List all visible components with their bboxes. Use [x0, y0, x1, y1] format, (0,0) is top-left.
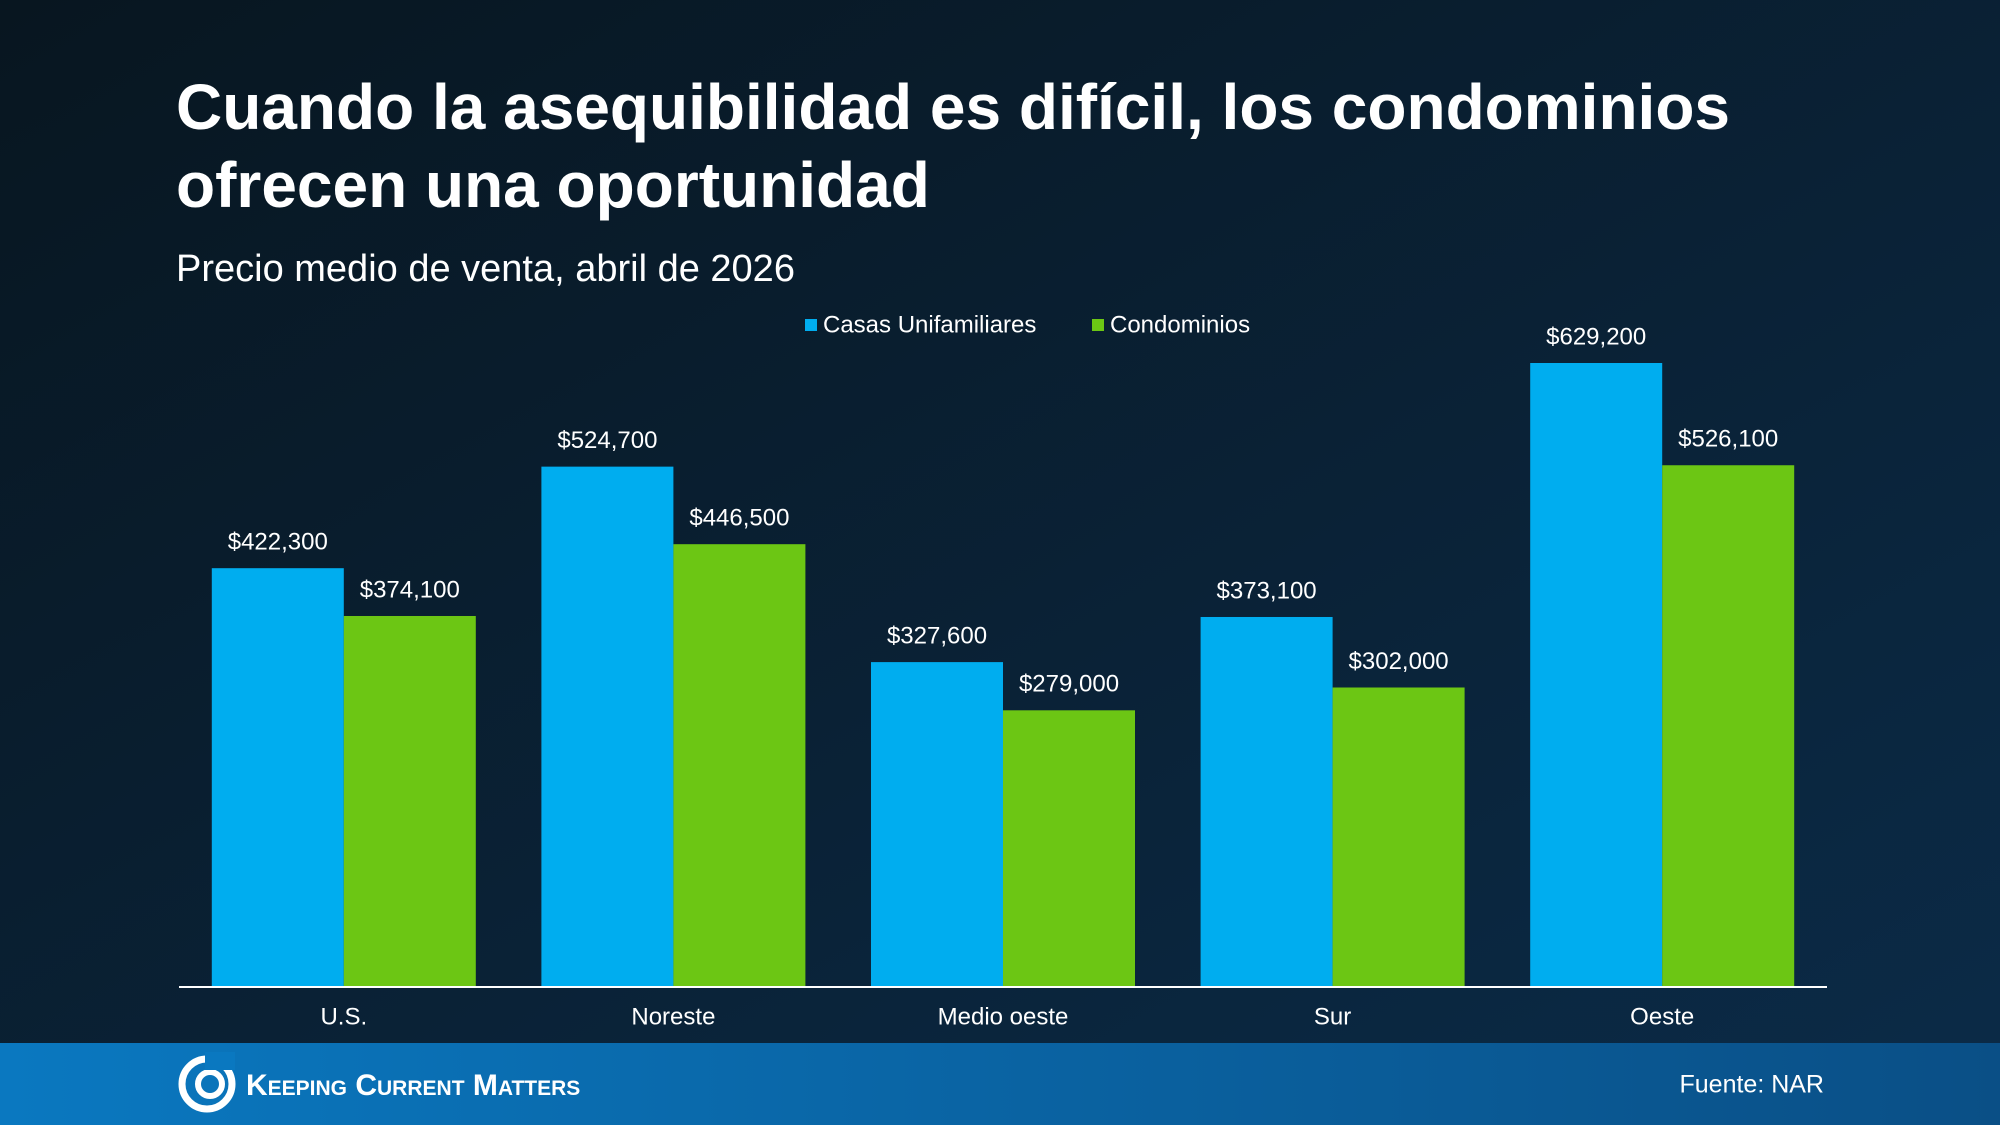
- bar: [343, 615, 476, 987]
- bar: [1530, 363, 1663, 987]
- x-tick-label: U.S.: [320, 1003, 367, 1030]
- legend-swatch: [805, 319, 817, 331]
- value-label: $302,000: [1349, 648, 1449, 675]
- logo-icon: [178, 1052, 236, 1113]
- x-tick-label: Oeste: [1630, 1003, 1694, 1030]
- bar: [673, 544, 806, 987]
- x-tick-label: Medio oeste: [938, 1003, 1069, 1030]
- bar: [211, 568, 344, 987]
- bar: [1003, 710, 1135, 987]
- x-tick-label: Sur: [1314, 1003, 1351, 1030]
- bar: [1662, 465, 1795, 987]
- value-label: $524,700: [557, 427, 657, 454]
- chart-title: ofrecen una oportunidad: [176, 149, 930, 221]
- value-label: $446,500: [689, 505, 789, 532]
- legend-label: Casas Unifamiliares: [823, 311, 1036, 338]
- value-label: $422,300: [228, 529, 328, 556]
- bar: [871, 662, 1003, 987]
- value-label: $327,600: [887, 622, 987, 649]
- source: Fuente: NAR: [1679, 1071, 1824, 1099]
- brand: Keeping Current Matters: [246, 1069, 580, 1102]
- value-label: $279,000: [1019, 671, 1119, 698]
- chart-title: Cuando la asequibilidad es difícil, los …: [176, 71, 1730, 143]
- value-label: $374,100: [360, 576, 460, 603]
- legend-label: Condominios: [1110, 311, 1250, 338]
- bar: [541, 466, 674, 987]
- bar: [1200, 616, 1333, 987]
- footer: [0, 1043, 2000, 1125]
- value-label: $629,200: [1546, 323, 1646, 350]
- chart-subtitle: Precio medio de venta, abril de 2026: [176, 248, 795, 290]
- x-tick-label: Noreste: [631, 1003, 715, 1030]
- value-label: $526,100: [1678, 426, 1778, 453]
- value-label: $373,100: [1217, 577, 1317, 604]
- bar: [1332, 687, 1465, 987]
- legend-swatch: [1092, 319, 1104, 331]
